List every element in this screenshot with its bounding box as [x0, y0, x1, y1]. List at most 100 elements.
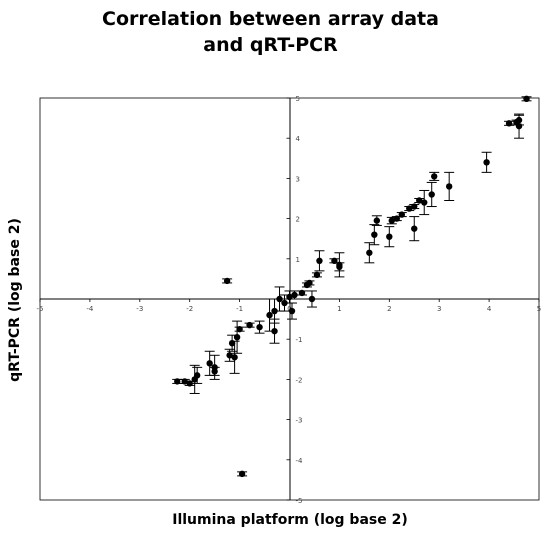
point-marker [336, 263, 343, 271]
point-marker [316, 257, 323, 265]
data-point [504, 120, 515, 127]
data-point [521, 95, 532, 103]
data-point [311, 271, 322, 279]
data-point [264, 298, 275, 332]
point-marker [411, 225, 418, 232]
point-marker [288, 307, 296, 315]
data-point [414, 197, 425, 204]
point-marker [366, 249, 373, 256]
data-point [279, 294, 290, 312]
x-axis-label: Illumina platform (log base 2) [172, 512, 408, 528]
data-point [371, 215, 382, 226]
point-marker [246, 321, 253, 329]
point-marker [371, 231, 378, 238]
data-point [232, 320, 243, 354]
point-marker [256, 323, 263, 331]
data-point [364, 242, 375, 264]
data-point [481, 151, 492, 173]
data-point [429, 171, 440, 181]
y-tick-label: 3 [296, 175, 300, 183]
point-marker [281, 299, 288, 307]
point-marker [388, 217, 395, 224]
y-tick-label: -2 [296, 376, 303, 384]
y-tick-label: -5 [296, 497, 303, 505]
data-point [384, 226, 395, 248]
point-marker [238, 470, 246, 478]
x-tick-label: 0 [287, 305, 291, 313]
y-tick-label: 4 [296, 135, 301, 143]
point-marker [505, 120, 513, 127]
point-marker [223, 277, 231, 285]
point-marker [373, 217, 381, 224]
x-tick-label: 4 [487, 305, 492, 313]
point-marker [291, 291, 298, 299]
data-point [334, 262, 345, 272]
point-marker [236, 325, 243, 333]
point-marker [181, 378, 188, 385]
point-marker [428, 191, 435, 198]
data-point [286, 302, 297, 320]
point-marker [298, 289, 306, 297]
data-point [234, 325, 245, 333]
point-marker [416, 197, 423, 204]
point-marker [308, 295, 316, 303]
data-point [229, 340, 240, 374]
point-marker [386, 233, 393, 240]
data-point [209, 366, 220, 376]
data-point [409, 216, 420, 242]
point-marker [313, 271, 321, 279]
data-point [237, 470, 248, 478]
data-point [204, 350, 215, 376]
x-tick-label: 1 [337, 305, 341, 313]
x-tick-label: 5 [537, 305, 541, 313]
point-marker [211, 368, 218, 375]
point-marker [445, 183, 453, 190]
point-marker [483, 159, 490, 166]
chart-title: Correlation between array data and qRT-P… [0, 6, 541, 58]
chart-title-line-2: and qRT-PCR [203, 34, 338, 56]
x-tick-label: -2 [186, 305, 193, 313]
point-marker [431, 173, 438, 180]
data-point [514, 113, 525, 139]
data-point [444, 171, 455, 202]
point-marker [523, 95, 530, 103]
x-tick-label: 3 [437, 305, 441, 313]
data-point [254, 320, 265, 334]
data-point [301, 281, 312, 289]
x-tick-label: -3 [136, 305, 143, 313]
data-point [172, 378, 183, 385]
data-point [404, 205, 415, 212]
point-marker [231, 354, 238, 361]
point-marker [303, 281, 311, 289]
data-point [314, 250, 325, 272]
x-tick-label: -4 [86, 305, 94, 313]
y-tick-label: -3 [296, 417, 303, 425]
data-point [269, 318, 280, 344]
point-marker [174, 378, 181, 385]
x-tick-label: 2 [387, 305, 391, 313]
y-axis-label: qRT-PCR (log base 2) [7, 218, 23, 382]
data-point [386, 216, 397, 225]
data-point [222, 277, 233, 285]
data-point [306, 290, 317, 308]
point-marker [406, 205, 413, 212]
data-point [426, 181, 437, 208]
point-marker [206, 360, 213, 367]
point-marker [226, 352, 233, 359]
y-tick-label: -1 [296, 336, 303, 344]
point-marker [515, 122, 523, 130]
data-point [189, 364, 200, 394]
y-tick-label: 5 [296, 95, 300, 103]
data-point [224, 348, 235, 362]
chart-title-line-1: Correlation between array data [102, 8, 439, 30]
y-tick-label: -4 [296, 457, 304, 465]
data-point [244, 321, 255, 329]
x-tick-label: -1 [236, 305, 243, 313]
y-tick-label: 2 [296, 216, 300, 224]
y-tick-label: 1 [296, 256, 300, 264]
point-marker [271, 327, 278, 335]
point-marker [271, 307, 278, 315]
data-point [369, 224, 380, 246]
point-marker [266, 311, 273, 319]
